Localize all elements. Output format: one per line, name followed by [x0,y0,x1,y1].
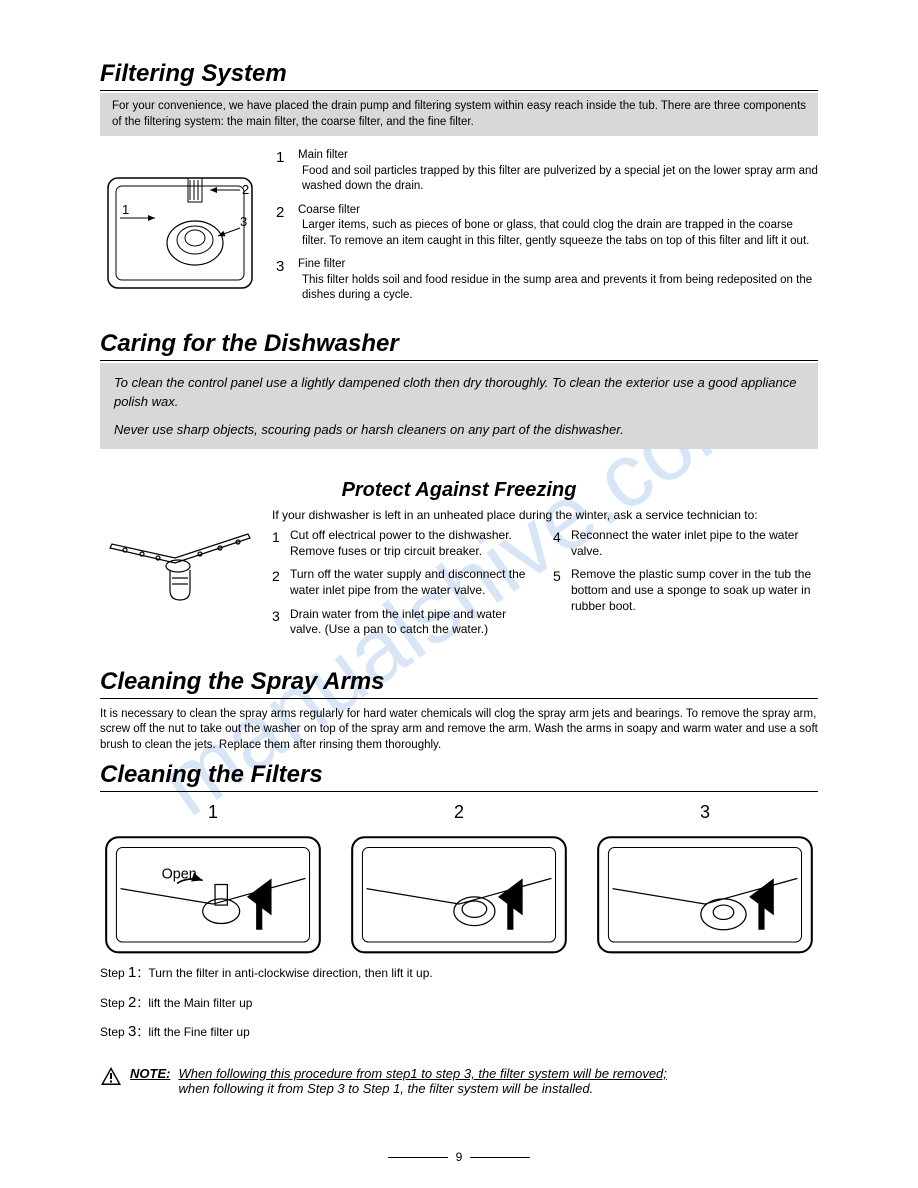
freezing-intro: If your dishwasher is left in an unheate… [272,508,818,522]
step-line: Step 1：Turn the filter in anti-clockwise… [100,963,818,983]
filter-item-desc: Larger items, such as pieces of bone or … [298,218,818,249]
freeze-text: Cut off electrical power to the dishwash… [290,528,537,559]
filtering-title: Filtering System [100,60,818,91]
filter-item-name: Main filter [298,148,818,164]
filter-list: 1 Main filter Food and soil particles tr… [276,148,818,312]
filter-item-name: Coarse filter [298,203,818,219]
spray-text: It is necessary to clean the spray arms … [100,707,818,754]
caring-box: To clean the control panel use a lightly… [100,363,818,450]
caring-title: Caring for the Dishwasher [100,330,818,361]
open-label: Open [162,867,197,883]
step-pre: Step [100,1025,128,1039]
step-pre: Step [100,966,128,980]
filter-item-num: 3 [276,257,290,304]
freeze-num: 3 [272,607,284,638]
filter-item-num: 2 [276,203,290,250]
freeze-item: 2Turn off the water supply and disconnec… [272,567,537,598]
freeze-text: Reconnect the water inlet pipe to the wa… [571,528,818,559]
filter-item: 3 Fine filter This filter holds soil and… [276,257,818,304]
filter-item: 1 Main filter Food and soil particles tr… [276,148,818,195]
clean-filters-title: Cleaning the Filters [100,761,818,792]
filter-step-1: 1 Open [100,802,326,947]
filter-diagram: 1 2 3 [100,148,260,298]
note-label: NOTE: [130,1066,170,1081]
page-footer: 9 [0,1150,918,1164]
filter-step-2: 2 [346,802,572,947]
filter-item-desc: This filter holds soil and food residue … [298,273,818,304]
warning-icon [100,1066,122,1086]
filter-item-desc: Food and soil particles trapped by this … [298,164,818,195]
note-text: When following this procedure from step1… [178,1066,666,1096]
note-row: NOTE: When following this procedure from… [100,1066,818,1096]
note-rest: when following it from Step 3 to Step 1,… [178,1081,593,1096]
step-pre: Step [100,996,128,1010]
filter-item: 2 Coarse filter Larger items, such as pi… [276,203,818,250]
svg-text:3: 3 [240,214,247,229]
filter-step-3: 3 [592,802,818,947]
filter-item-num: 1 [276,148,290,195]
page-number: 9 [456,1150,463,1164]
filtering-row: 1 2 3 1 Main filter Food and soil partic… [100,148,818,312]
freezing-row: If your dishwasher is left in an unheate… [100,508,818,646]
svg-text:1: 1 [122,202,129,217]
spray-title: Cleaning the Spray Arms [100,668,818,699]
freeze-text: Remove the plastic sump cover in the tub… [571,567,818,614]
freezing-body: If your dishwasher is left in an unheate… [272,508,818,646]
step-line: Step 2：lift the Main filter up [100,993,818,1013]
filtering-intro-box: For your convenience, we have placed the… [100,93,818,136]
caring-p1: To clean the control panel use a lightly… [114,373,804,412]
freezing-title: Protect Against Freezing [100,479,818,502]
step-post: ：lift the Main filter up [136,996,252,1010]
spray-arm-diagram [100,508,260,618]
step-post: ：lift the Fine filter up [136,1025,249,1039]
filter-step-label: 1 [100,802,326,823]
filter-item-name: Fine filter [298,257,818,273]
caring-p2: Never use sharp objects, scouring pads o… [114,420,804,440]
freeze-item: 1Cut off electrical power to the dishwas… [272,528,537,559]
freeze-num: 5 [553,567,565,614]
step-line: Step 3：lift the Fine filter up [100,1022,818,1042]
filters-images: 1 Open [100,802,818,947]
freeze-item: 3Drain water from the inlet pipe and wat… [272,607,537,638]
freeze-num: 4 [553,528,565,559]
freeze-num: 2 [272,567,284,598]
freeze-num: 1 [272,528,284,559]
freeze-text: Drain water from the inlet pipe and wate… [290,607,537,638]
step-post: ：Turn the filter in anti-clockwise direc… [136,966,432,980]
filter-step-label: 2 [346,802,572,823]
filtering-intro: For your convenience, we have placed the… [112,100,806,128]
freeze-text: Turn off the water supply and disconnect… [290,567,537,598]
freeze-item: 4Reconnect the water inlet pipe to the w… [553,528,818,559]
filter-step-label: 3 [592,802,818,823]
freeze-item: 5Remove the plastic sump cover in the tu… [553,567,818,614]
svg-text:2: 2 [242,182,249,197]
note-underlined: When following this procedure from step1… [178,1066,666,1081]
